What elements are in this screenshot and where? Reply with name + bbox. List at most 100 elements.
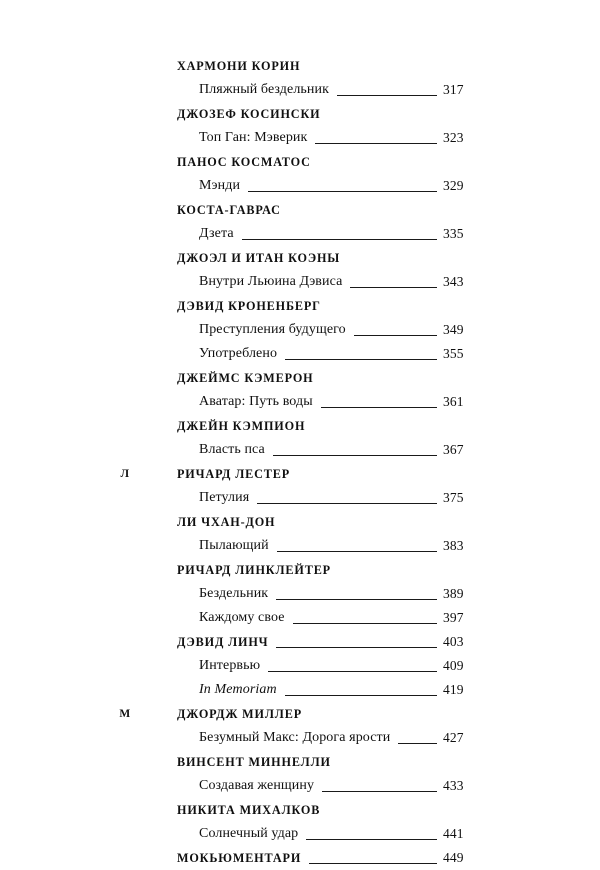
toc-leader-rule <box>309 863 437 864</box>
toc-film-entry[interactable]: Бездельник <box>199 582 268 606</box>
toc-page-number[interactable]: 397 <box>443 610 464 625</box>
toc-page-number[interactable]: 449 <box>443 850 464 865</box>
toc-row: Аватар: Путь воды 361 <box>0 390 600 414</box>
toc-row: Интервью 409 <box>0 654 600 678</box>
toc-film-title: Мэнди <box>199 178 241 193</box>
toc-page-number[interactable]: 403 <box>443 634 464 649</box>
toc-row: НИКИТА МИХАЛКОВ <box>0 798 600 822</box>
toc-row: ХАРМОНИ КОРИН <box>0 54 600 78</box>
toc-film-entry[interactable]: Употреблено <box>199 342 277 366</box>
toc-page-number[interactable]: 433 <box>443 778 464 793</box>
toc-row: ДЖЕЙН КЭМПИОН <box>0 414 600 438</box>
toc-row: Преступления будущего 349 <box>0 318 600 342</box>
toc-director-heading: ПАНОС КОСМАТОС <box>177 150 311 174</box>
toc-film-title: Бездельник <box>199 586 269 601</box>
toc-row: Пылающий 383 <box>0 534 600 558</box>
toc-director-name: ХАРМОНИ КОРИН <box>177 59 301 73</box>
toc-film-title: Пылающий <box>199 538 269 553</box>
toc-director-name: РИЧАРД ЛЕСТЕР <box>177 467 291 481</box>
toc-film-entry[interactable]: Каждому свое <box>199 606 285 630</box>
toc-page-number[interactable]: 441 <box>443 826 464 841</box>
toc-director-name: ДЖЕЙМС КЭМЕРОН <box>177 371 314 385</box>
toc-page-number[interactable]: 367 <box>443 442 464 457</box>
toc-page-number[interactable]: 409 <box>443 658 464 673</box>
toc-director-name: НИКИТА МИХАЛКОВ <box>177 803 321 817</box>
toc-director-name: ВИНСЕНТ МИННЕЛЛИ <box>177 755 331 769</box>
toc-film-entry[interactable]: Аватар: Путь воды <box>199 390 313 414</box>
toc-row: Петулия 375 <box>0 486 600 510</box>
toc-film-entry[interactable]: Пылающий <box>199 534 269 558</box>
toc-film-title: Преступления будущего <box>199 322 346 337</box>
toc-film-entry[interactable]: Пляжный бездельник <box>199 78 329 102</box>
toc-film-entry[interactable]: Преступления будущего <box>199 318 346 342</box>
toc-page-number[interactable]: 361 <box>443 394 464 409</box>
toc-row: Пляжный бездельник 317 <box>0 78 600 102</box>
toc-row: Каждому свое 397 <box>0 606 600 630</box>
toc-director-name: ДЖОРДЖ МИЛЛЕР <box>177 707 303 721</box>
toc-film-entry[interactable]: Дзета <box>199 222 234 246</box>
toc-page-number[interactable]: 335 <box>443 226 464 241</box>
toc-row: ДЭВИД ЛИНЧ 403 <box>0 630 600 654</box>
toc-film-title: Употреблено <box>199 346 278 361</box>
toc-film-title: Каждому свое <box>199 610 285 625</box>
toc-director-heading[interactable]: МОКЬЮМЕНТАРИ <box>177 846 301 870</box>
toc-page-number[interactable]: 427 <box>443 730 464 745</box>
toc-page-number[interactable]: 343 <box>443 274 464 289</box>
toc-row: Солнечный удар 441 <box>0 822 600 846</box>
toc-film-entry[interactable]: Петулия <box>199 486 249 510</box>
toc-row: РИЧАРД ЛИНКЛЕЙТЕР <box>0 558 600 582</box>
toc-page-number[interactable]: 323 <box>443 130 464 145</box>
toc-leader-rule <box>276 551 437 552</box>
toc-row: Дзета 335 <box>0 222 600 246</box>
table-of-contents: ХАРМОНИ КОРИН Пляжный бездельник 317 ДЖОЗЕФ… <box>0 54 600 870</box>
toc-page-number[interactable]: 383 <box>443 538 464 553</box>
toc-page-number[interactable]: 355 <box>443 346 464 361</box>
book-page: ХАРМОНИ КОРИН Пляжный бездельник 317 ДЖОЗЕФ… <box>119 59 464 865</box>
toc-film-title: Создавая женщину <box>199 778 315 793</box>
toc-page-number[interactable]: 349 <box>443 322 464 337</box>
toc-film-entry[interactable]: Безумный Макс: Дорога ярости <box>199 726 390 750</box>
toc-film-title: Внутри Льюина Дэвиса <box>199 274 343 289</box>
toc-page-number[interactable]: 317 <box>443 82 464 97</box>
toc-row: МОКЬЮМЕНТАРИ 449 <box>0 846 600 870</box>
toc-director-name: МОКЬЮМЕНТАРИ <box>177 851 302 865</box>
toc-leader-rule <box>322 791 437 792</box>
toc-row: Топ Ган: Мэверик 323 <box>0 126 600 150</box>
toc-film-entry[interactable]: Внутри Льюина Дэвиса <box>199 270 342 294</box>
toc-director-heading: ДЖОЭЛ И ИТАН КОЭНЫ <box>177 246 340 270</box>
toc-film-entry[interactable]: Топ Ган: Мэверик <box>199 126 307 150</box>
toc-director-name: КОСТА-ГАВРАС <box>177 203 281 217</box>
toc-leader-rule <box>272 455 437 456</box>
toc-leader-rule <box>320 407 437 408</box>
toc-director-heading: ЛИ ЧХАН-ДОН <box>177 510 275 534</box>
toc-film-entry[interactable]: Солнечный удар <box>199 822 298 846</box>
toc-film-title: Солнечный удар <box>199 826 299 841</box>
toc-director-heading: КОСТА-ГАВРАС <box>177 198 281 222</box>
toc-director-heading: ДЖОРДЖ МИЛЛЕР <box>177 702 302 726</box>
toc-page-number[interactable]: 375 <box>443 490 464 505</box>
toc-director-heading[interactable]: ДЭВИД ЛИНЧ <box>177 630 268 654</box>
toc-page-number[interactable]: 329 <box>443 178 464 193</box>
toc-film-entry[interactable]: Мэнди <box>199 174 240 198</box>
toc-leader-rule <box>268 671 437 672</box>
toc-film-entry[interactable]: Интервью <box>199 654 260 678</box>
toc-row: Безумный Макс: Дорога ярости 427 <box>0 726 600 750</box>
toc-row: Мэнди 329 <box>0 174 600 198</box>
toc-page-number[interactable]: 389 <box>443 586 464 601</box>
toc-film-entry[interactable]: Власть пса <box>199 438 265 462</box>
toc-leader-rule <box>285 359 437 360</box>
toc-director-name: ПАНОС КОСМАТОС <box>177 155 311 169</box>
toc-director-heading: ХАРМОНИ КОРИН <box>177 54 300 78</box>
toc-film-title: Безумный Макс: Дорога ярости <box>199 730 391 745</box>
toc-film-entry[interactable]: Создавая женщину <box>199 774 314 798</box>
toc-director-heading: НИКИТА МИХАЛКОВ <box>177 798 320 822</box>
toc-director-heading: РИЧАРД ЛИНКЛЕЙТЕР <box>177 558 331 582</box>
toc-leader-rule <box>353 335 437 336</box>
toc-director-name: ДЖОЭЛ И ИТАН КОЭНЫ <box>177 251 341 265</box>
toc-page-number[interactable]: 419 <box>443 682 464 697</box>
toc-director-heading: РИЧАРД ЛЕСТЕР <box>177 462 290 486</box>
toc-row: Власть пса 367 <box>0 438 600 462</box>
toc-film-entry[interactable]: In Memoriam <box>199 678 277 702</box>
toc-director-heading: ДЖЕЙН КЭМПИОН <box>177 414 305 438</box>
toc-row: Л РИЧАРД ЛЕСТЕР <box>0 462 600 486</box>
